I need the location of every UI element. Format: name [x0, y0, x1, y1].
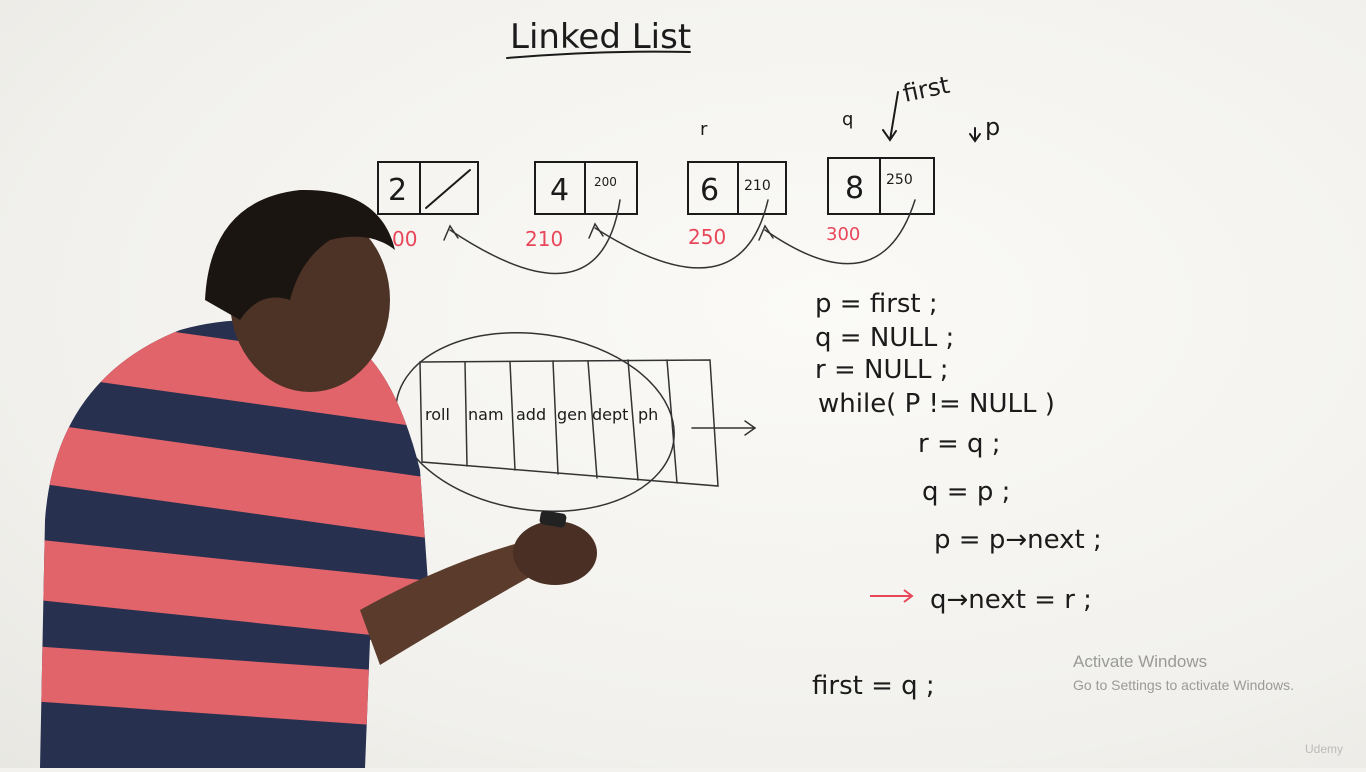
- code-line-8: q→next = r ;: [930, 585, 1092, 615]
- code-line-3: r = NULL ;: [815, 355, 948, 385]
- p-arrow-icon: [969, 127, 981, 143]
- watermark-subtitle: Go to Settings to activate Windows.: [1073, 677, 1294, 693]
- record-structure: roll nam add gen dept ph: [395, 331, 757, 513]
- node-1-box: [377, 161, 479, 215]
- code-line-4: while( P != NULL ): [818, 389, 1055, 419]
- node-4-address: 300: [826, 224, 860, 245]
- watermark-title: Activate Windows: [1073, 652, 1208, 671]
- record-field-name: nam: [468, 405, 504, 424]
- node-1: 2 00: [377, 161, 479, 251]
- activation-watermark: Activate Windows Go to Settings to activ…: [1073, 652, 1294, 698]
- record-field-add: add: [516, 405, 546, 424]
- record-field-ph: ph: [638, 405, 658, 424]
- node-3-data: 6: [700, 173, 719, 208]
- pointer-label-p: p: [985, 113, 1000, 141]
- code-line-6: q = p ;: [922, 477, 1010, 507]
- record-field-dept: dept: [592, 405, 628, 424]
- node-1-address: 00: [392, 227, 417, 251]
- board-title: Linked List: [510, 17, 691, 57]
- node-3: 6 210 250: [687, 161, 787, 249]
- title-underline: [506, 50, 691, 59]
- striped-shirt: [40, 320, 430, 768]
- record-next-arrow-icon: [691, 420, 757, 436]
- code-line-5: r = q ;: [918, 429, 1001, 459]
- record-box: [419, 359, 719, 487]
- code-line-2: q = NULL ;: [815, 323, 954, 353]
- code-line-1: p = first ;: [815, 289, 938, 319]
- node-4-next: 250: [886, 172, 913, 188]
- code-line-7: p = p→next ;: [934, 525, 1102, 555]
- pointer-label-q: q: [842, 109, 853, 130]
- udemy-logo: Udemy: [1305, 742, 1344, 756]
- node-2: 4 200 210: [525, 161, 638, 251]
- instructor-figure: [40, 189, 597, 768]
- marker: [539, 510, 567, 528]
- link-arc-4-3: [764, 199, 916, 265]
- instructor-hair: [205, 189, 395, 320]
- pointer-label-r: r: [700, 119, 708, 140]
- node-3-address: 250: [688, 225, 726, 249]
- node-4-data: 8: [845, 171, 864, 206]
- instructor-hand: [513, 521, 597, 585]
- pointer-label-first: first: [900, 71, 952, 108]
- record-field-gen: gen: [557, 405, 587, 424]
- code-line-9: first = q ;: [812, 671, 935, 701]
- instructor-arm: [360, 540, 560, 665]
- node-2-next: 200: [594, 175, 617, 189]
- link-arc-2-1: [449, 199, 621, 275]
- link-arc-3-2: [594, 199, 769, 269]
- red-arrow-icon: [870, 589, 914, 603]
- node-3-next: 210: [744, 178, 771, 194]
- node-1-data: 2: [388, 173, 407, 208]
- code-block: p = first ; q = NULL ; r = NULL ; while(…: [812, 289, 1102, 701]
- node-2-data: 4: [550, 173, 569, 208]
- record-field-roll: roll: [425, 405, 450, 424]
- node-2-address: 210: [525, 227, 563, 251]
- first-arrow-icon: [882, 91, 899, 142]
- node-4: 8 250 300: [826, 157, 935, 245]
